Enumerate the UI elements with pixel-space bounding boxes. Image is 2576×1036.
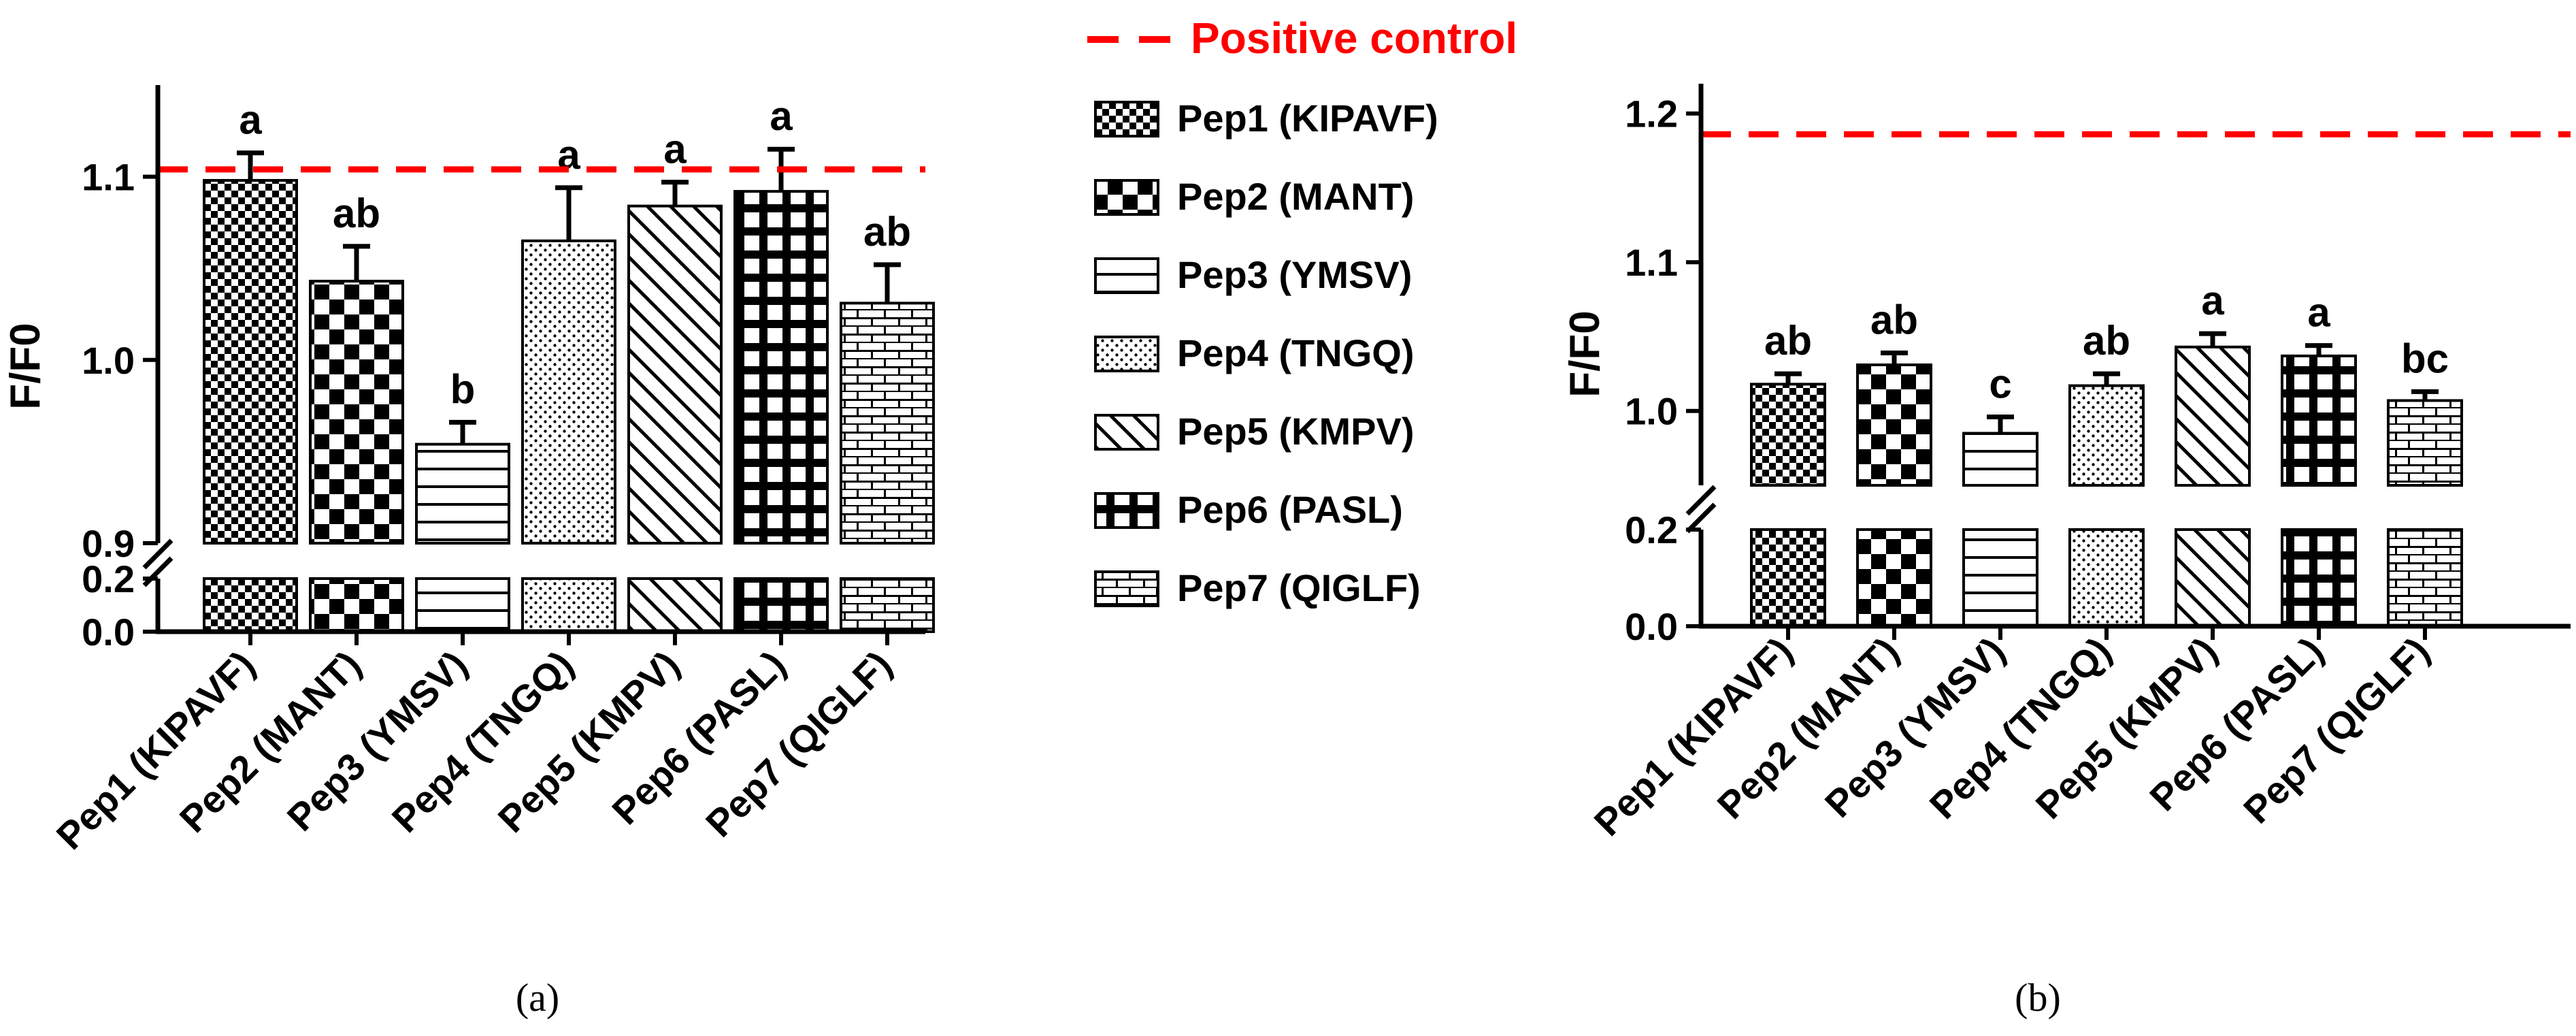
legend-label-3: Pep3 (YMSV) (1177, 253, 1412, 296)
panel-a-category-label-4: Pep4 (TNGQ) (384, 643, 582, 841)
panel-a-bar-2 (309, 280, 404, 545)
panel-b-category-label-2: Pep2 (MANT) (1709, 629, 1907, 827)
panel-a-category-label-3: Pep3 (YMSV) (279, 643, 476, 839)
panel-a-bar-lower-7 (840, 577, 935, 633)
panel-b-bar-lower-1 (1750, 528, 1826, 628)
panel-a-y-tick-label-lower-1: 0.0 (82, 611, 135, 653)
panel-b-bar-2 (1856, 363, 1932, 487)
legend-label-2: Pep2 (MANT) (1177, 175, 1414, 218)
panel-a-axis-break-mark-1 (142, 538, 174, 570)
panel-b-bar-lower-7 (2387, 528, 2463, 628)
panel-a-bar-5 (627, 204, 723, 545)
panel-b-significance-4: ab (2083, 318, 2130, 363)
panel-a-significance-1: a (239, 97, 262, 143)
legend-swatch-3 (1094, 257, 1159, 294)
panel-a-category-label-5: Pep5 (KMPV) (490, 643, 688, 841)
panel-a-label: (a) (516, 975, 559, 1020)
panel-b-y-axis-label: F/F0 (1562, 310, 1608, 397)
panel-b-bar-lower-3 (1962, 528, 2038, 628)
panel-a-bar-7 (840, 302, 935, 545)
legend-label-1: Pep1 (KIPAVF) (1177, 97, 1438, 140)
panel-b-category-label-7: Pep7 (QIGLF) (2235, 629, 2438, 832)
panel-b-bar-5 (2175, 345, 2251, 487)
panel-b-category-label-4: Pep4 (TNGQ) (1921, 629, 2119, 827)
panel-b-significance-3: c (1989, 361, 2011, 406)
legend-swatch-1 (1094, 101, 1159, 137)
panel-a-significance-5: a (663, 127, 687, 172)
legend-swatch-4 (1094, 336, 1159, 372)
panel-a-bar-lower-2 (309, 577, 404, 633)
legend-label-6: Pep6 (PASL) (1177, 488, 1403, 531)
panel-a-y-tick-label-upper-1: 0.9 (82, 522, 135, 565)
panel-b-significance-5: a (2201, 278, 2224, 323)
panel-b-axis-break-mark-2 (1685, 502, 1717, 534)
panel-a-significance-3: b (450, 366, 476, 412)
panel-b-bar-6 (2281, 354, 2357, 487)
panel-a-significance-7: ab (863, 209, 911, 255)
panel-b-significance-2: ab (1870, 297, 1918, 343)
panel-b-bar-lower-6 (2281, 528, 2357, 628)
legend-swatch-7 (1094, 570, 1159, 607)
panel-a-axis-break-mark-2 (142, 556, 174, 587)
panel-b-bar-lower-4 (2068, 528, 2145, 628)
legend-label-5: Pep5 (KMPV) (1177, 410, 1415, 453)
panel-a-bar-6 (733, 190, 829, 545)
panel-b-category-label-3: Pep3 (YMSV) (1817, 629, 2013, 826)
panel-b-bar-lower-2 (1856, 528, 1932, 628)
panel-b-significance-6: a (2307, 290, 2330, 336)
panel-b-significance-1: ab (1764, 318, 1812, 363)
panel-b-bar-lower-5 (2175, 528, 2251, 628)
panel-b-bar-4 (2068, 384, 2145, 487)
panel-a-bar-3 (415, 442, 510, 545)
panel-b-y-tick-label-lower-1: 0.0 (1625, 605, 1678, 648)
panel-a-category-label-2: Pep2 (MANT) (171, 643, 369, 841)
legend-positive-control-label: Positive control (1191, 14, 1517, 63)
panel-b-axis-break-mark-1 (1685, 485, 1717, 516)
panel-b-bar-3 (1962, 432, 2038, 487)
panel-a-y-tick-label-upper-3: 1.1 (82, 156, 135, 199)
panel-b-y-tick-label-upper-2: 1.1 (1625, 241, 1678, 284)
panel-a-bar-1 (203, 178, 298, 545)
legend-label-4: Pep4 (TNGQ) (1177, 331, 1414, 374)
legend-swatch-5 (1094, 414, 1159, 451)
panel-b-y-tick-label-upper-1: 1.0 (1625, 390, 1678, 433)
legend-swatch-2 (1094, 179, 1159, 216)
legend-swatch-6 (1094, 492, 1159, 529)
panel-a-y-tick-label-upper-2: 1.0 (82, 339, 135, 382)
panel-a-bar-lower-1 (203, 577, 298, 633)
panel-a-y-tick-label-lower-2: 0.2 (82, 557, 135, 600)
panel-a-bar-lower-5 (627, 577, 723, 633)
panel-b-bar-1 (1750, 383, 1826, 487)
panel-a-bar-4 (521, 239, 616, 545)
panel-a-significance-2: ab (333, 191, 380, 236)
panel-b-significance-7: bc (2401, 336, 2449, 381)
panel-b-y-tick-label-upper-3: 1.2 (1625, 93, 1678, 135)
panel-b-y-tick-label-lower-2: 0.2 (1625, 508, 1678, 551)
panel-b-category-label-5: Pep5 (KMPV) (2028, 629, 2226, 827)
panel-a-bar-lower-6 (733, 577, 829, 633)
legend-label-7: Pep7 (QIGLF) (1177, 566, 1421, 609)
panel-b-label: (b) (2015, 975, 2061, 1020)
legend: Positive control Pep1 (KIPAVF) Pep2 (MANT)… (1087, 14, 1517, 609)
panel-a-significance-6: a (770, 93, 793, 139)
panel-a-bar-lower-4 (521, 577, 616, 633)
panel-a-bar-lower-3 (415, 577, 510, 633)
panel-a-category-label-7: Pep7 (QIGLF) (697, 643, 900, 845)
panel-b-bar-7 (2387, 399, 2463, 487)
panel-a-y-axis-label: F/F0 (2, 323, 49, 409)
